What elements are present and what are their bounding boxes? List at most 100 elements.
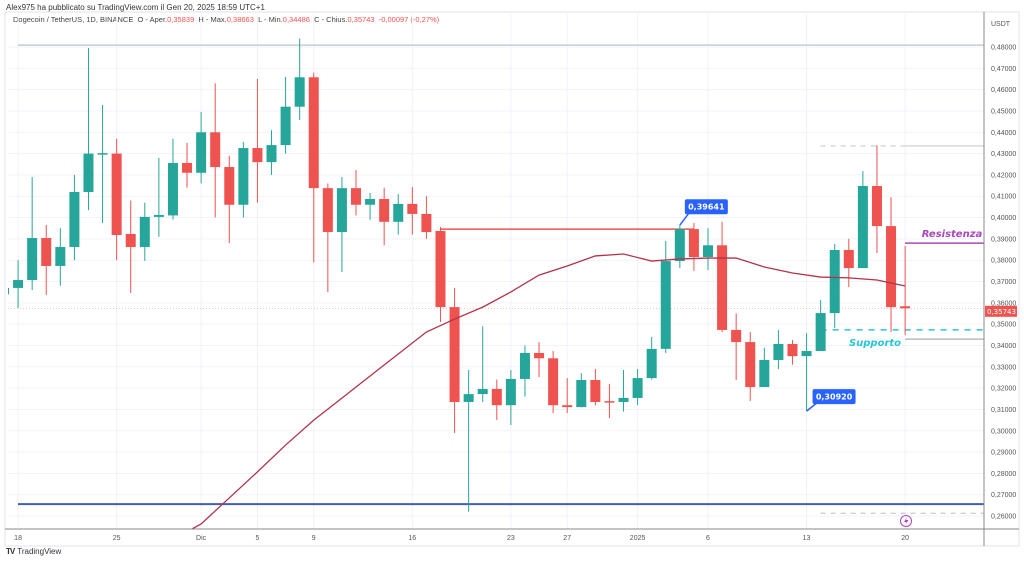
candle-2024-12-16[interactable] <box>407 186 418 235</box>
candle-body[interactable] <box>857 186 868 269</box>
candle-body[interactable] <box>224 167 235 205</box>
candle-2024-12-22[interactable] <box>491 379 502 421</box>
candle-body[interactable] <box>801 351 812 357</box>
candle-body[interactable] <box>41 238 52 266</box>
candle-2024-12-01[interactable] <box>196 112 207 184</box>
candle-2024-11-30[interactable] <box>182 142 193 188</box>
candle-body[interactable] <box>787 343 798 357</box>
candle-body[interactable] <box>632 378 643 398</box>
candle-2024-11-23[interactable] <box>83 48 94 211</box>
candle-2024-12-17[interactable] <box>421 196 432 239</box>
candle-2024-11-29[interactable] <box>167 138 178 220</box>
candle-body[interactable] <box>435 230 446 308</box>
candle-body[interactable] <box>322 188 333 233</box>
candle-2024-12-08[interactable] <box>294 38 305 120</box>
candle-2025-01-07[interactable] <box>717 221 728 333</box>
candle-body[interactable] <box>69 191 80 247</box>
candle-body[interactable] <box>27 238 38 281</box>
candle-body[interactable] <box>252 148 263 163</box>
candle-2025-01-05[interactable] <box>688 222 699 271</box>
candle-body[interactable] <box>660 261 671 349</box>
candle-body[interactable] <box>618 397 629 402</box>
candle-2025-01-16[interactable] <box>843 238 854 288</box>
candle-2025-01-11[interactable] <box>773 329 784 369</box>
candle-body[interactable] <box>773 343 784 360</box>
lightning-icon[interactable] <box>900 515 912 527</box>
candle-body[interactable] <box>97 153 108 155</box>
candle-body[interactable] <box>238 148 249 205</box>
candle-body[interactable] <box>421 213 432 233</box>
candle-body[interactable] <box>534 352 545 359</box>
candle-2025-01-06[interactable] <box>703 228 713 271</box>
candle-body[interactable] <box>886 226 897 308</box>
candle-body[interactable] <box>182 162 193 173</box>
candle-body[interactable] <box>759 359 770 388</box>
candle-2024-11-22[interactable] <box>69 174 80 261</box>
candle-body[interactable] <box>280 106 291 146</box>
candle-2024-12-09[interactable] <box>308 72 319 263</box>
candle-body[interactable] <box>294 77 305 107</box>
candle-2024-11-21[interactable] <box>55 228 66 286</box>
candle-body[interactable] <box>0 287 9 295</box>
candle-body[interactable] <box>139 216 150 247</box>
candle-2024-12-30[interactable] <box>604 383 615 418</box>
candle-2024-12-04[interactable] <box>238 141 249 218</box>
symbol-name[interactable]: Dogecoin / TetherUS, 1D, BINANCE <box>13 15 134 24</box>
candle-body[interactable] <box>745 342 756 388</box>
candle-2024-12-15[interactable] <box>393 194 404 235</box>
candle-2024-12-14[interactable] <box>379 187 390 246</box>
candle-body[interactable] <box>843 249 854 269</box>
candle-2024-11-17[interactable] <box>0 287 9 296</box>
candle-body[interactable] <box>210 132 221 168</box>
candle-2024-12-06[interactable] <box>266 130 277 175</box>
candle-2024-12-10[interactable] <box>322 183 333 293</box>
candle-2025-01-08[interactable] <box>731 313 742 381</box>
candle-2024-12-02[interactable] <box>210 83 221 218</box>
candle-2024-12-23[interactable] <box>505 369 516 426</box>
candle-body[interactable] <box>590 380 601 402</box>
candle-2024-12-18[interactable] <box>435 226 446 323</box>
candle-2024-11-18[interactable] <box>13 260 24 308</box>
candle-2025-01-18[interactable] <box>871 145 882 253</box>
candle-2025-01-20[interactable] <box>900 246 911 336</box>
candle-2024-11-20[interactable] <box>41 225 52 295</box>
candle-2025-01-04[interactable] <box>674 225 685 269</box>
candle-body[interactable] <box>674 229 685 262</box>
candle-body[interactable] <box>266 145 277 163</box>
candle-body[interactable] <box>336 188 347 233</box>
candle-2025-01-13[interactable] <box>801 333 812 412</box>
candle-2024-12-12[interactable] <box>351 170 361 216</box>
candle-2024-11-19[interactable] <box>27 177 38 291</box>
candle-body[interactable] <box>491 388 502 406</box>
candle-body[interactable] <box>731 329 742 343</box>
moving-average-line[interactable] <box>173 253 906 539</box>
candle-body[interactable] <box>815 313 826 352</box>
candle-body[interactable] <box>562 405 573 408</box>
candle-body[interactable] <box>477 388 488 395</box>
candle-2024-12-24[interactable] <box>519 345 530 397</box>
candle-2024-11-25[interactable] <box>111 138 122 261</box>
candle-2024-11-24[interactable] <box>97 104 108 224</box>
candle-body[interactable] <box>604 401 615 403</box>
plot-area[interactable] <box>0 38 984 539</box>
candle-body[interactable] <box>308 77 319 189</box>
candle-2024-12-13[interactable] <box>365 193 376 220</box>
candle-2024-11-28[interactable] <box>153 157 164 237</box>
candle-2025-01-01[interactable] <box>632 368 643 406</box>
candle-body[interactable] <box>351 188 361 205</box>
candle-body[interactable] <box>519 352 530 379</box>
candle-2024-12-31[interactable] <box>618 369 629 412</box>
candle-body[interactable] <box>153 215 164 217</box>
time-axis[interactable]: 18 25 Dic 5 9 16 23 27 2025 6 13 20 <box>14 535 909 542</box>
low-price-label-box[interactable] <box>812 389 856 405</box>
candle-body[interactable] <box>703 245 713 258</box>
candle-body[interactable] <box>379 199 390 222</box>
candle-2024-12-27[interactable] <box>562 378 573 414</box>
candle-2024-12-25[interactable] <box>534 342 545 378</box>
candle-body[interactable] <box>576 380 587 408</box>
candle-2024-12-29[interactable] <box>590 368 601 406</box>
candle-2024-12-03[interactable] <box>224 155 235 244</box>
candle-body[interactable] <box>365 199 376 205</box>
candle-2025-01-14[interactable] <box>815 300 826 352</box>
